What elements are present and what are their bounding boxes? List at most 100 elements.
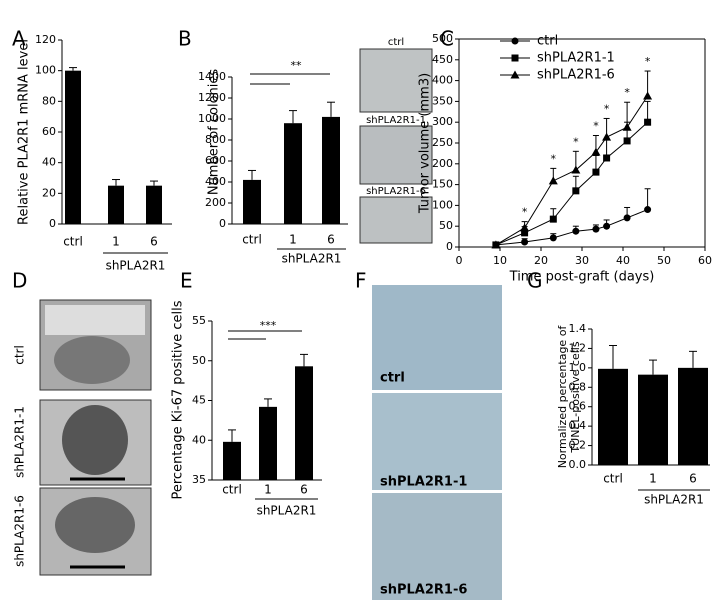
bar [322,116,340,224]
y-tick-label: 400 [205,175,226,188]
photo-label: ctrl [388,37,404,48]
panel-label: B [178,27,192,51]
x-tick-label: 1 [264,483,272,497]
data-point [644,206,652,214]
y-tick-label: 0.2 [569,439,587,452]
data-point [521,229,529,237]
x-tick-label: 1 [112,235,120,249]
y-tick-label: 200 [205,196,226,209]
y-tick-label: 250 [432,136,453,149]
bar [638,374,668,465]
data-point [549,234,557,242]
data-point [643,91,653,100]
bar [678,367,708,465]
x-tick-label: ctrl [242,233,262,247]
y-tick-label: 120 [35,33,56,46]
y-tick-label: 60 [42,125,56,138]
data-point [592,225,600,233]
bar [108,185,124,224]
y-tick-label: 40 [42,156,56,169]
y-tick-label: 100 [432,198,453,211]
y-tick-label: 35 [192,473,206,486]
bar [146,185,162,224]
data-point [572,227,580,235]
data-point [623,214,631,222]
bar [243,179,261,224]
x-tick-label: 1 [649,472,657,486]
x-tick-label: 40 [616,254,630,267]
y-tick-label: 1.0 [569,361,587,374]
y-axis-label: Number of colonies [207,69,222,196]
y-tick-label: 45 [192,394,206,407]
photo-label: shPLA2R1-6 [366,186,426,197]
y-tick-label: 50 [192,354,206,367]
photo-label: shPLA2R1-1 [13,406,27,478]
x-tick-label: 10 [493,254,507,267]
x-tick-label: ctrl [63,235,83,249]
x-tick-label: 50 [657,254,671,267]
y-axis-label: Normalized percentage of [556,325,569,469]
y-tick-label: 1400 [198,70,226,83]
photo-label: ctrl [380,371,405,386]
y-tick-label: 0.0 [569,458,587,471]
y-axis-label: TUNEL-positive cells [569,341,582,453]
photo-label: shPLA2R1-6 [13,495,27,567]
data-point [602,132,612,141]
x-tick-label: 6 [689,472,697,486]
tumor [62,405,128,475]
y-tick-label: 1.2 [569,341,587,354]
bar [65,70,81,225]
y-tick-label: 55 [192,314,206,327]
x-tick-label: 30 [575,254,589,267]
y-tick-label: 500 [432,32,453,45]
tumor [54,336,130,384]
data-point [623,137,631,145]
panel-label: G [527,269,543,293]
photo-label: ctrl [13,345,27,365]
x-axis-label: Time post-graft (days) [509,270,655,285]
panel-label: D [12,269,27,293]
data-point [603,222,611,230]
significance: *** [260,319,277,332]
y-tick-label: 800 [205,133,226,146]
x-tick-label: 1 [289,233,297,247]
photo [372,285,502,390]
y-tick-label: 0 [219,217,226,230]
group-label: shPLA2R1 [257,504,317,518]
bar [598,368,628,465]
group-label: shPLA2R1 [106,259,166,273]
y-tick-label: 350 [432,94,453,107]
legend-label: shPLA2R1-1 [537,51,615,66]
y-tick-label: 300 [432,115,453,128]
data-point [548,176,558,185]
data-point [521,238,529,246]
data-point [603,154,611,162]
ruler [45,305,145,335]
panel-label: C [440,27,454,51]
bar [284,123,302,224]
series-line [495,209,648,246]
y-tick-label: 1000 [198,112,226,125]
x-tick-label: 6 [300,483,308,497]
data-point [622,122,632,131]
bar [223,441,241,480]
legend-label: ctrl [537,34,558,49]
legend-label: shPLA2R1-6 [537,68,615,83]
annotation: * [522,206,528,219]
annotation: * [624,86,630,99]
panel-label: A [12,27,26,51]
y-tick-label: 0 [446,240,453,253]
annotation: * [551,152,557,165]
y-tick-label: 80 [42,94,56,107]
data-point [520,223,530,232]
tumor [55,497,135,553]
legend-marker [511,37,519,45]
group-label: shPLA2R1 [282,252,342,266]
photo [372,393,502,490]
bar [295,366,313,480]
y-tick-label: 150 [432,178,453,191]
photo-label: shPLA2R1-1 [366,115,426,126]
data-point [571,165,581,174]
data-point [592,168,600,176]
